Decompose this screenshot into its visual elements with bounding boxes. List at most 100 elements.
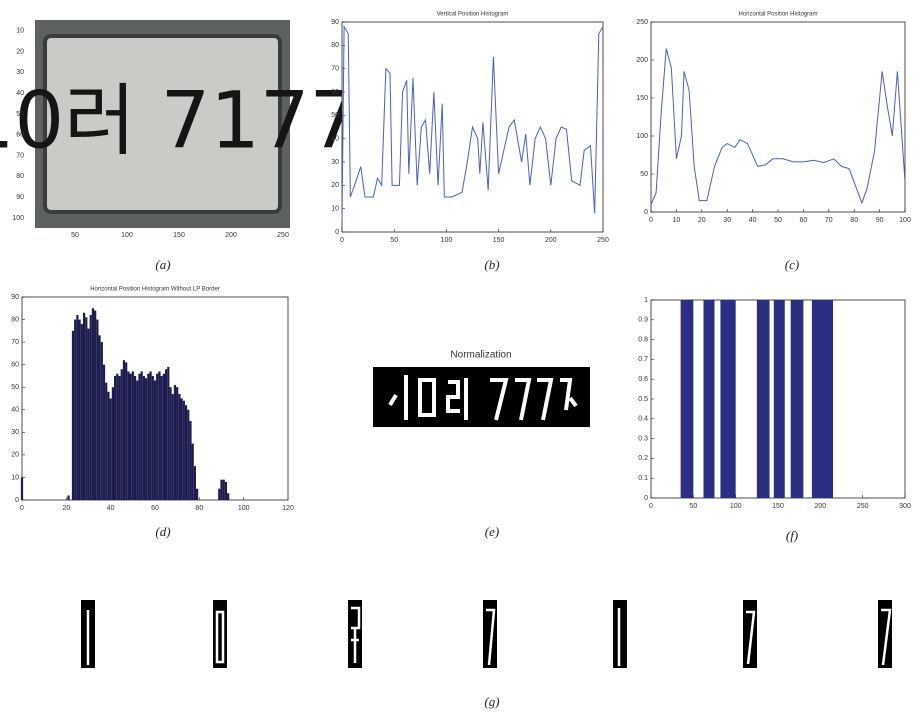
bar [811,300,834,498]
bar [160,375,163,500]
bar [113,375,117,500]
bar [756,300,770,498]
bar [187,409,190,500]
bar [224,481,228,500]
y-tick-label: 200 [636,57,648,64]
bar [182,400,185,500]
x-tick-label: 50 [774,217,782,224]
character-glyph [881,608,892,666]
y-tick-label: 10 [16,28,24,35]
x-tick-label: 60 [151,505,159,512]
y-tick-label: 100 [636,133,648,140]
x-tick-label: 250 [277,232,289,239]
y-tick-label: 30 [331,159,339,166]
bar [147,373,150,500]
caption: (a) [155,257,170,272]
x-tick-label: 0 [340,237,344,244]
bar [191,443,194,500]
character-glyph [351,606,361,663]
y-tick-label: 0.2 [638,455,648,462]
x-tick-label: 20 [698,217,706,224]
y-tick-label: 70 [331,66,339,73]
x-tick-label: 0 [649,503,653,510]
y-tick-label: 0.5 [638,396,648,403]
bar [790,300,804,498]
y-tick-label: 80 [11,316,19,323]
bar [189,421,192,500]
x-tick-label: 80 [195,505,203,512]
y-tick-label: 20 [331,182,339,189]
bar [162,373,165,500]
y-tick-label: 0.7 [638,356,648,363]
bar [149,371,152,500]
y-tick-label: 20 [11,452,19,459]
y-tick-label: 70 [16,152,24,159]
bar [218,488,221,500]
y-tick-label: 40 [16,90,24,97]
x-tick-label: 70 [825,217,833,224]
x-tick-label: 40 [749,217,757,224]
chart-title: Horizontal Position Histogram [738,12,817,18]
bar [703,300,715,498]
bar [100,342,103,500]
x-tick-label: 300 [899,503,911,510]
x-tick-label: 100 [730,503,742,510]
bar [196,488,199,500]
y-tick-label: 80 [16,173,24,180]
y-tick-label: 40 [11,407,19,414]
bar [20,477,24,500]
x-tick-label: 40 [107,505,115,512]
bar [127,371,130,500]
bar [164,369,168,500]
bar [178,393,181,500]
x-tick-label: 10 [673,217,681,224]
x-tick-label: 100 [899,217,911,224]
character-image [213,600,227,668]
x-tick-label: 100 [121,232,133,239]
y-tick-label: 50 [11,384,19,391]
bar [138,373,141,500]
y-tick-label: 0 [644,209,648,216]
y-tick-label: 80 [331,42,339,49]
bar [773,300,785,498]
x-tick-label: 50 [71,232,79,239]
y-tick-label: 1 [644,297,648,304]
bar [89,315,92,500]
x-tick-label: 150 [772,503,784,510]
bar [78,319,81,500]
x-tick-label: 250 [857,503,869,510]
y-tick-label: 0 [335,229,339,236]
y-tick-label: 60 [16,132,24,139]
bar [71,330,75,500]
bar [94,310,97,500]
x-tick-label: 50 [390,237,398,244]
y-tick-label: 0.8 [638,336,648,343]
bar [85,317,88,500]
bar [222,479,225,500]
bar [116,373,119,500]
bar [80,324,83,500]
bar [74,319,77,500]
bar [109,398,112,500]
x-tick-label: 200 [545,237,557,244]
x-tick-label: 20 [62,505,70,512]
bar [156,373,159,500]
normalization-title: Normalization [450,350,511,361]
bar [184,405,188,500]
bar [169,387,172,500]
bar [122,360,126,500]
line [650,48,906,205]
segmented-characters [81,600,892,668]
y-tick-label: 0.4 [638,416,648,423]
plate-text: 10러 7177 [0,76,359,166]
character-glyph [215,610,225,664]
caption: (d) [155,524,170,539]
x-tick-label: 0 [20,505,24,512]
y-tick-label: 50 [640,171,648,178]
y-tick-label: 60 [331,89,339,96]
x-tick-label: 150 [173,232,185,239]
y-tick-label: 0 [15,497,19,504]
x-tick-label: 30 [723,217,731,224]
x-tick-label: 60 [800,217,808,224]
y-tick-label: 10 [331,206,339,213]
